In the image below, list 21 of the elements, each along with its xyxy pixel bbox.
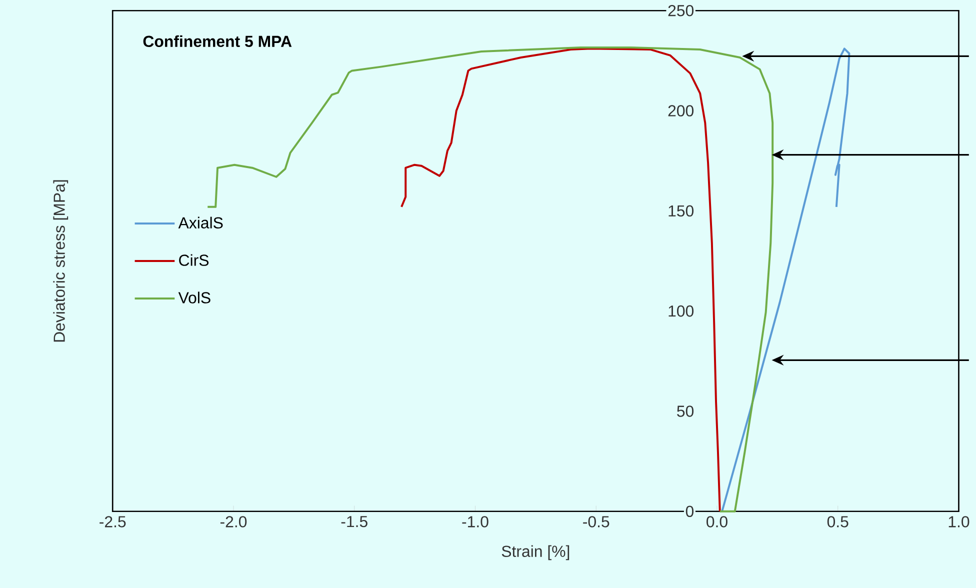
x-tick-label: 1.0	[948, 516, 970, 528]
legend-label: AxialS	[178, 216, 223, 228]
y-tick-label: 250	[668, 4, 694, 16]
y-axis-title: Deviatoric stress [MPa]	[53, 180, 68, 342]
x-tick-label: -2.5	[100, 516, 126, 528]
y-tick-label: 50	[677, 405, 694, 417]
x-axis-title: Strain [%]	[502, 545, 570, 560]
x-tick-label: -0.5	[583, 516, 610, 528]
x-tick-label: -2.0	[220, 516, 247, 528]
x-tick-label: -1.0	[462, 516, 488, 528]
y-tick-label: 100	[668, 305, 694, 317]
text: Confinement 5 MPA	[143, 35, 292, 47]
y-tick-label: 150	[668, 205, 694, 216]
y-tick-label: 0	[686, 506, 694, 517]
y-tick-label: 200	[668, 104, 694, 116]
x-tick-label: 0.5	[827, 516, 848, 528]
x-tick-label: 0.0	[706, 516, 728, 528]
legend-label: CirS	[179, 254, 209, 266]
legend-label: VolS	[178, 291, 210, 304]
line-series	[721, 47, 850, 512]
x-tick-label: -1.5	[341, 516, 368, 527]
